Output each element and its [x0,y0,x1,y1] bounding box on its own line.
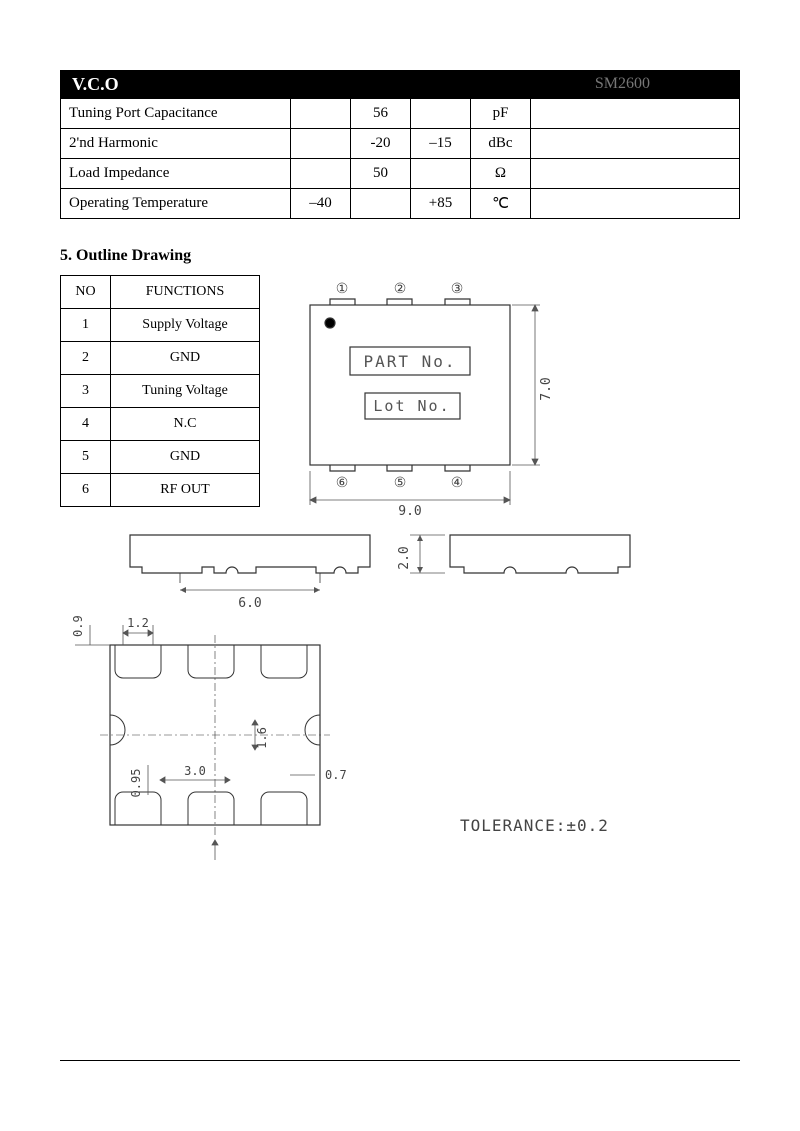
header-title: V.C.O [72,74,119,95]
spec-max: +85 [411,189,471,219]
table-header-row: NO FUNCTIONS [61,276,260,309]
dim-095: 0.95 [129,769,143,798]
spec-param: Operating Temperature [61,189,291,219]
spec-typ: -20 [351,129,411,159]
pin-func: GND [111,342,260,375]
spec-typ [351,189,411,219]
table-row: Load Impedance 50 Ω [61,159,740,189]
spec-max [411,159,471,189]
table-row: 2'nd Harmonic -20 –15 dBc [61,129,740,159]
spec-typ: 50 [351,159,411,189]
spec-max [411,99,471,129]
table-row: 6RF OUT [61,474,260,507]
tolerance-label: TOLERANCE:±0.2 [460,816,609,835]
table-row: 2GND [61,342,260,375]
dim-07: 0.7 [325,768,347,782]
pin-func: GND [111,441,260,474]
footprint-diagram: 0.9 1.2 1.6 0.95 3.0 0.7 [60,615,380,895]
spec-min [291,129,351,159]
spec-unit: ℃ [471,189,531,219]
pin-label: ⑥ [336,476,349,491]
pin-no: 6 [61,474,111,507]
lot-no-label: Lot No. [373,397,450,415]
pin-func: N.C [111,408,260,441]
pin-no: 4 [61,408,111,441]
pin-label: ⑤ [394,476,407,491]
spec-unit: pF [471,99,531,129]
pin-no: 2 [61,342,111,375]
spec-note [531,129,740,159]
dim-side-width: 6.0 [238,596,261,611]
spec-min [291,99,351,129]
table-row: 3Tuning Voltage [61,375,260,408]
spec-param: Load Impedance [61,159,291,189]
pin-label: ① [336,282,349,297]
section-title: 5. Outline Drawing [60,247,740,265]
side-view-diagram: 6.0 2.0 [110,525,740,615]
dim-width: 9.0 [398,504,421,519]
spec-note [531,159,740,189]
specification-table: Tuning Port Capacitance 56 pF 2'nd Harmo… [60,98,740,219]
footer-rule [60,1060,740,1061]
spec-typ: 56 [351,99,411,129]
pin-label: ② [394,282,407,297]
spec-note [531,99,740,129]
top-view-diagram: ① ② ③ ⑥ ⑤ ④ PART No. Lot No. 9.0 [290,275,590,525]
part-no-label: PART No. [363,352,456,371]
pin-no: 5 [61,441,111,474]
dim-12: 1.2 [127,616,149,630]
pin-no: 3 [61,375,111,408]
pin-label: ④ [451,476,464,491]
spec-unit: Ω [471,159,531,189]
table-row: 5GND [61,441,260,474]
pin-func: Supply Voltage [111,309,260,342]
pin-label: ③ [451,282,464,297]
spec-min: –40 [291,189,351,219]
header-bar: V.C.O SM2600 [60,70,740,98]
dim-09: 0.9 [71,615,85,637]
dim-30: 3.0 [184,764,206,778]
pin-header-no: NO [61,276,111,309]
table-row: Tuning Port Capacitance 56 pF [61,99,740,129]
table-row: Operating Temperature –40 +85 ℃ [61,189,740,219]
pin-func: Tuning Voltage [111,375,260,408]
header-part-number: SM2600 [595,75,650,93]
dim-side-height: 2.0 [397,546,412,569]
dim-16: 1.6 [255,727,269,749]
spec-note [531,189,740,219]
spec-unit: dBc [471,129,531,159]
dim-height: 7.0 [539,377,554,400]
spec-param: Tuning Port Capacitance [61,99,291,129]
pin-func: RF OUT [111,474,260,507]
spec-max: –15 [411,129,471,159]
pin-function-table: NO FUNCTIONS 1Supply Voltage 2GND 3Tunin… [60,275,260,507]
pin-header-func: FUNCTIONS [111,276,260,309]
table-row: 4N.C [61,408,260,441]
pin-no: 1 [61,309,111,342]
table-row: 1Supply Voltage [61,309,260,342]
spec-min [291,159,351,189]
spec-param: 2'nd Harmonic [61,129,291,159]
